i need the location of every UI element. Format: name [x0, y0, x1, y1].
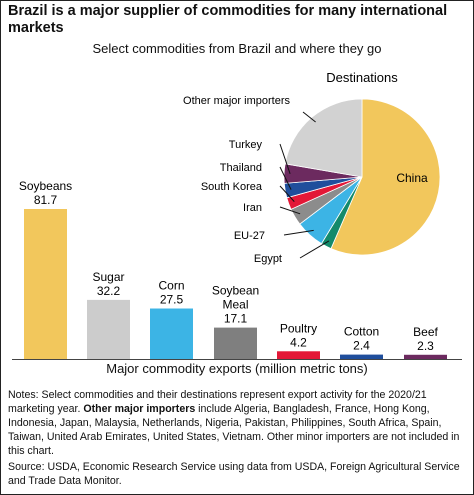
- bar-value-poultry: 4.2: [290, 335, 307, 349]
- bar-label-corn: Corn: [158, 279, 184, 293]
- notes-prefix: Notes: Select commodities and their dest…: [8, 389, 427, 415]
- bar-value-soybean-meal: 17.1: [224, 312, 248, 326]
- pie-leader-eu-27: [283, 229, 314, 236]
- pie-leader-other-major-importers: [302, 111, 316, 123]
- bar-poultry: [277, 351, 320, 359]
- pie-title: Destinations: [326, 70, 398, 85]
- pie-leader-thailand: [279, 166, 292, 190]
- pie-label-turkey: Turkey: [229, 139, 263, 151]
- bar-soybean-meal: [214, 327, 257, 359]
- pie-leader-iran: [279, 206, 301, 215]
- notes-bold-term: Other major importers: [83, 403, 196, 415]
- pie-label-south-korea: South Korea: [201, 181, 263, 193]
- chart-notes: Notes: Select commodities and their dest…: [8, 388, 470, 458]
- pie-label-thailand: Thailand: [220, 162, 262, 174]
- bar-value-beef: 2.3: [417, 339, 434, 353]
- bar-value-sugar: 32.2: [97, 284, 121, 298]
- bar-label-sugar: Sugar: [92, 270, 124, 284]
- pie-leader-egypt: [299, 240, 330, 259]
- pie-leader-south-korea: [279, 185, 295, 202]
- bar-beef: [404, 354, 447, 359]
- bar-cotton: [340, 354, 383, 359]
- bar-label-soybean-meal: Soybean: [212, 284, 259, 298]
- bar-label-soybeans: Soybeans: [19, 179, 72, 193]
- chart-title: Brazil is a major supplier of commoditie…: [8, 3, 448, 36]
- notes-suffix: include Algeria, Bangladesh, France, Hon…: [8, 403, 460, 457]
- x-axis-label: Major commodity exports (million metric …: [106, 361, 368, 376]
- pie-label-other-major-importers: Other major importers: [183, 95, 290, 107]
- pie-chart: Destinations China Egypt EU-27 Iran South Kor…: [183, 70, 441, 265]
- pie-label-iran: Iran: [243, 202, 262, 214]
- chart-subtitle: Select commodities from Brazil and where…: [92, 41, 382, 56]
- pie-label-egypt: Egypt: [254, 253, 282, 265]
- bar-label-beef: Beef: [413, 325, 438, 339]
- pie-leader-turkey: [279, 143, 291, 174]
- bar-soybeans: [24, 209, 67, 359]
- pie-label-eu-27: EU-27: [234, 230, 265, 242]
- chart-source: Source: USDA, Economic Research Service …: [8, 461, 460, 487]
- bar-value-cotton: 2.4: [353, 339, 370, 353]
- bar-sugar: [87, 299, 130, 359]
- pie-slice-other-major-importers: [284, 98, 363, 178]
- bar-label-cotton: Cotton: [344, 325, 379, 339]
- bar-value-corn: 27.5: [160, 293, 184, 307]
- bar-corn: [150, 308, 193, 359]
- bar-value-soybeans: 81.7: [34, 193, 58, 207]
- bar-label-poultry: Poultry: [280, 321, 317, 335]
- pie-slice-china: [330, 98, 441, 256]
- pie-label-china: China: [396, 171, 428, 185]
- bar-label-soybean-meal: Meal: [222, 298, 248, 312]
